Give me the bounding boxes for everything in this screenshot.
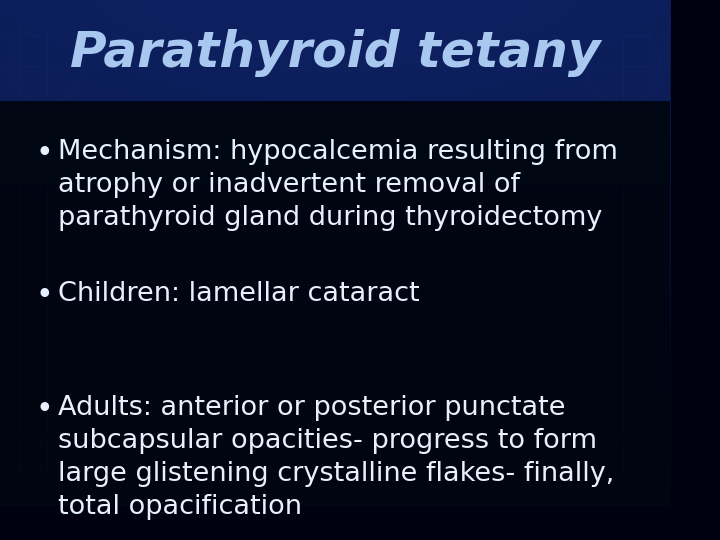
Bar [624, 36, 650, 66]
Text: •: • [35, 139, 53, 168]
Text: Adults: anterior or posterior punctate
subcapsular opacities- progress to form
l: Adults: anterior or posterior punctate s… [58, 395, 614, 520]
Bar [624, 441, 650, 471]
Text: •: • [35, 395, 53, 424]
Text: Parathyroid tetany: Parathyroid tetany [70, 29, 600, 77]
Text: Children: lamellar cataract: Children: lamellar cataract [58, 281, 419, 307]
Bar [20, 441, 47, 471]
Text: •: • [35, 281, 53, 310]
Bar [20, 36, 47, 66]
Text: Mechanism: hypocalcemia resulting from
atrophy or inadvertent removal of
parathy: Mechanism: hypocalcemia resulting from a… [58, 139, 618, 231]
Bar [0, 102, 670, 507]
Bar [0, 0, 670, 102]
